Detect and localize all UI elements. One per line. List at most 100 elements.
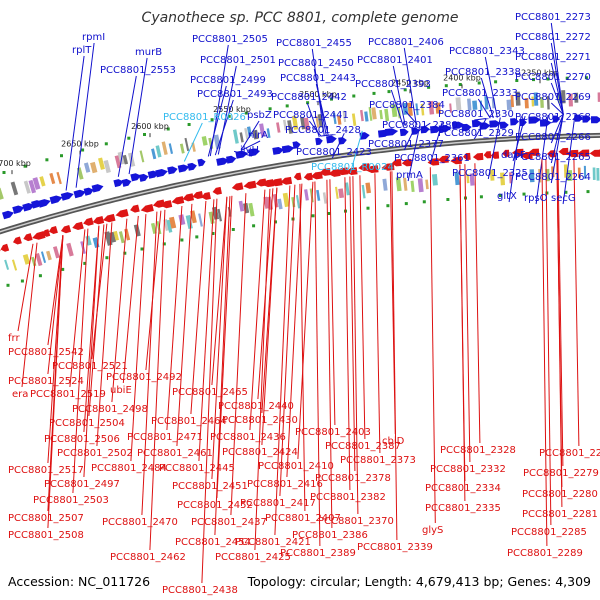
forward-gene-label: PCC8801_2325 [452,168,528,179]
feature-dot [479,195,483,199]
feature-block [568,93,573,107]
feature-dot [104,142,108,146]
reverse-gene-leader [257,188,274,400]
feature-block [118,231,125,244]
forward-gene-arrow [399,128,409,137]
forward-gene-leader [241,140,261,151]
reverse-gene-arrow [262,179,275,188]
forward-gene-arrow [121,178,132,187]
feature-block [472,100,478,110]
feature-dot [532,78,535,82]
feature-dot [444,84,448,88]
reverse-gene-leader [211,196,228,480]
feature-block [282,192,290,208]
feature-block [361,184,366,199]
forward-gene-arrow [359,132,370,140]
reverse-gene-arrow [23,233,33,242]
forward-gene-label: PCC8801_2361 [394,153,470,164]
feature-block [315,115,320,128]
scale-tick-label: 2550 kbp [213,105,251,114]
reverse-gene-label: PCC8801_2430 [222,415,298,426]
forward-gene-leader [315,83,329,136]
reverse-gene-label: PCC8801_2542 [8,347,84,358]
forward-gene-leader [403,47,417,125]
reverse-gene-leader [429,167,436,524]
feature-dot [372,91,376,95]
reverse-gene-leader [279,184,296,497]
forward-gene-arrow [528,116,541,124]
feature-block [469,173,475,186]
reverse-gene-leader [88,224,105,417]
feature-block [531,96,535,107]
feature-dot [522,192,526,196]
forward-gene-label: PCC8801_2264 [515,172,591,183]
forward-gene-leader [474,118,487,121]
reverse-gene-leader [344,177,351,491]
forward-gene-label: PCC8801_2428 [285,125,361,136]
reverse-gene-label: PCC8801_2517 [8,465,84,476]
feature-dot [330,97,333,101]
feature-block [10,181,19,196]
forward-gene-arrow [226,155,237,164]
reverse-gene-arrow [0,244,1,253]
reverse-gene-leader [297,181,314,460]
reverse-gene-arrow [201,191,211,200]
reverse-gene-label: PCC8801_2437 [191,517,267,528]
reverse-gene-label: PCC8801_2410 [258,461,334,472]
feature-block [83,162,91,173]
reverse-gene-leader [216,195,233,499]
reverse-gene-label: PCC8801_2328 [440,445,516,456]
reverse-gene-label: PCC8801_2440 [218,401,294,412]
map-title: Cyanothece sp. PCC 8801, complete genome [142,10,459,26]
forward-gene-arrow [91,184,104,193]
reverse-gene-arrow [303,172,313,181]
forward-gene-leader [217,65,237,155]
feature-block [201,136,208,146]
feature-dot [23,164,27,168]
forward-gene-arrow [187,162,197,171]
scale-tick-label: 2700 kbp [0,159,31,168]
feature-dot [45,158,49,162]
scale-tick-label: 2500 kbp [299,90,337,99]
feature-block [266,128,271,138]
feature-block [276,122,281,133]
feature-block [351,113,357,126]
reverse-gene-arrow [345,167,358,176]
reverse-gene-leader [556,158,563,508]
forward-gene-label: PCC8801_2450 [278,58,354,69]
forward-gene-label: PCC8801_2333 [442,88,518,99]
forward-gene-label: PCC8801_2499 [190,75,266,86]
feature-block [113,230,120,241]
reverse-gene-arrow [72,221,84,231]
feature-dot [187,123,191,126]
forward-gene-label: rplT [72,45,92,56]
feature-dot [404,202,408,206]
forward-gene-leader [550,102,564,115]
reverse-gene-leader [286,183,303,478]
reverse-gene-arrow [502,149,510,157]
reverse-gene-leader [176,203,193,447]
feature-block [232,129,239,144]
feature-block [239,132,244,143]
forward-gene-leader [418,122,431,132]
feature-block [391,104,398,118]
forward-gene-arrow [60,192,74,201]
reverse-gene-arrow [160,200,173,209]
reverse-gene-leader [130,214,147,462]
reverse-gene-label: PCC8801_2403 [295,427,371,438]
feature-block [334,186,339,199]
feature-block [122,154,129,165]
feature-block [508,172,513,184]
feature-block [500,172,506,186]
reverse-gene-label: PCC8801_2451 [172,481,248,492]
feature-block [338,188,345,199]
feature-dot [143,133,146,136]
forward-gene-label: PCC8801_2441 [273,110,349,121]
reverse-gene-arrow [450,156,462,165]
accession-text: Accession: NC_011726 [8,574,150,589]
feature-block [166,219,173,233]
feature-block [39,176,46,187]
forward-gene-leader [308,120,322,137]
reverse-gene-label: PCC8801_2492 [106,372,182,383]
reverse-gene-leader [211,196,228,386]
